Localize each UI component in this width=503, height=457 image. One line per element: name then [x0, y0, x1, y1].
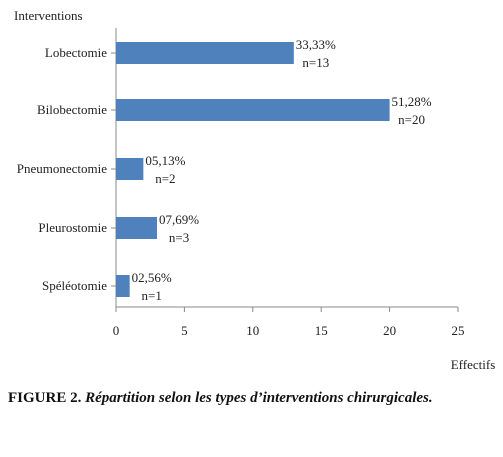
chart-marks: 0 5 10 15 20 25 Lobectomie 33,33% n=13 Bilobectom… [17, 37, 465, 338]
percent-label: 51,28% [392, 94, 432, 109]
bar [116, 99, 390, 121]
count-label: n=1 [142, 288, 162, 303]
figure-label: FIGURE 2. [8, 390, 82, 406]
x-tick-label: 10 [246, 323, 259, 338]
count-label: n=20 [398, 112, 425, 127]
x-tick-label: 5 [181, 323, 188, 338]
caption-text: Répartition selon les types d’interventi… [85, 390, 433, 406]
y-axis-title: Interventions [14, 8, 83, 23]
category-label: Pleurostomie [38, 220, 107, 235]
x-axis-title: Effectifs [451, 357, 496, 372]
x-tick-label: 20 [383, 323, 396, 338]
bar-chart: Interventions Effectifs 0 5 10 15 20 25 Lobect… [14, 8, 496, 372]
percent-label: 05,13% [145, 153, 185, 168]
bar [116, 275, 130, 297]
bar [116, 217, 158, 239]
figure-caption: FIGURE 2. Répartition selon les types d’… [8, 388, 492, 409]
category-label: Pneumonectomie [17, 161, 107, 176]
bar [116, 158, 144, 180]
x-tick-label: 15 [315, 323, 328, 338]
chart-area: Interventions Effectifs 0 5 10 15 20 25 Lobect… [14, 8, 496, 372]
x-tick-label: 25 [452, 323, 465, 338]
percent-label: 33,33% [296, 37, 336, 52]
category-label: Lobectomie [45, 45, 107, 60]
count-label: n=3 [169, 230, 189, 245]
category-label: Spéléotomie [42, 278, 107, 293]
percent-label: 07,69% [159, 212, 199, 227]
category-label: Bilobectomie [37, 102, 107, 117]
bar [116, 42, 294, 64]
count-label: n=2 [155, 171, 175, 186]
percent-label: 02,56% [132, 270, 172, 285]
count-label: n=13 [302, 55, 329, 70]
x-tick-label: 0 [113, 323, 120, 338]
